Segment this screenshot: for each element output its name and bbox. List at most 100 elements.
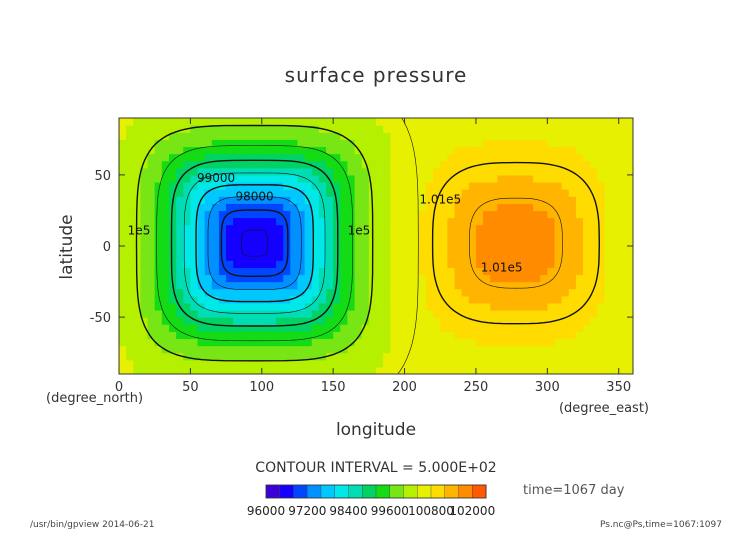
field-cell xyxy=(590,317,598,325)
field-cell xyxy=(168,260,177,268)
field-cell xyxy=(397,224,406,233)
field-cell xyxy=(318,160,327,169)
field-cell xyxy=(318,139,327,148)
field-cell xyxy=(368,132,377,140)
field-cell xyxy=(268,281,277,290)
field-cell xyxy=(604,281,613,290)
field-cell xyxy=(561,174,570,183)
field-cell xyxy=(411,274,420,283)
field-cell xyxy=(119,146,127,155)
field-cell xyxy=(140,167,149,176)
field-cell xyxy=(376,352,384,361)
field-cell xyxy=(119,231,127,240)
field-cell xyxy=(425,352,434,361)
field-cell xyxy=(119,302,127,311)
field-cell xyxy=(511,210,520,219)
field-cell xyxy=(197,118,206,126)
field-cell xyxy=(625,196,633,204)
field-cell xyxy=(397,352,406,361)
field-cell xyxy=(404,167,413,176)
field-cell xyxy=(518,260,527,268)
field-cell xyxy=(168,338,177,347)
field-cell xyxy=(218,302,227,311)
field-cell xyxy=(297,139,306,148)
field-cell xyxy=(425,366,434,374)
field-cell xyxy=(433,246,441,254)
field-cell xyxy=(511,281,520,290)
field-cell xyxy=(383,224,391,233)
field-cell xyxy=(168,174,177,183)
field-cell xyxy=(326,338,334,347)
field-cell xyxy=(276,352,284,361)
field-cell xyxy=(176,246,184,254)
field-cell xyxy=(226,125,234,133)
field-cell xyxy=(418,267,427,276)
field-cell xyxy=(347,359,356,368)
field-cell xyxy=(168,302,177,311)
field-cell xyxy=(475,167,484,176)
field-cell xyxy=(390,182,399,190)
field-cell xyxy=(418,359,427,368)
field-cell xyxy=(204,310,213,318)
field-cell xyxy=(261,331,270,340)
field-cell xyxy=(468,203,477,212)
field-cell xyxy=(590,224,598,233)
field-cell xyxy=(468,260,477,268)
field-cell xyxy=(233,366,241,374)
field-cell xyxy=(468,317,477,325)
field-cell xyxy=(404,224,413,233)
field-cell xyxy=(126,118,134,126)
field-cell xyxy=(390,118,399,126)
field-cell xyxy=(404,366,413,374)
field-cell xyxy=(361,317,370,325)
colorbar-swatch xyxy=(279,484,295,499)
field-cell xyxy=(326,366,334,374)
field-cell xyxy=(433,345,441,354)
x-tick-label: 100 xyxy=(249,380,274,395)
field-cell xyxy=(497,253,506,261)
field-cell xyxy=(140,210,149,219)
field-cell xyxy=(461,238,470,247)
field-cell xyxy=(276,238,284,247)
field-cell xyxy=(233,274,241,283)
field-cell xyxy=(361,345,370,354)
field-cell xyxy=(304,224,313,233)
field-cell xyxy=(261,359,270,368)
field-cell xyxy=(276,274,284,283)
field-cell xyxy=(554,352,563,361)
field-cell xyxy=(411,281,420,290)
field-cell xyxy=(261,338,270,347)
field-cell xyxy=(568,260,577,268)
field-cell xyxy=(311,139,320,148)
field-cell xyxy=(561,203,570,212)
field-cell xyxy=(404,118,413,126)
field-cell xyxy=(597,366,606,374)
field-cell xyxy=(333,352,341,361)
field-cell xyxy=(140,132,149,140)
field-cell xyxy=(597,160,606,169)
field-cell xyxy=(518,224,527,233)
field-cell xyxy=(311,125,320,133)
field-cell xyxy=(140,366,149,374)
field-cell xyxy=(411,182,420,190)
field-cell xyxy=(176,317,184,325)
field-cell xyxy=(161,331,170,340)
field-cell xyxy=(618,196,627,204)
field-cell xyxy=(147,224,156,233)
field-cell xyxy=(618,260,627,268)
field-cell xyxy=(297,167,306,176)
field-cell xyxy=(611,167,620,176)
field-cell xyxy=(475,132,484,140)
field-cell xyxy=(547,146,556,155)
field-cell xyxy=(554,139,563,148)
field-cell xyxy=(276,224,284,233)
field-cell xyxy=(154,246,163,254)
field-cell xyxy=(354,246,363,254)
field-cell xyxy=(140,189,149,197)
field-cell xyxy=(554,302,563,311)
field-cell xyxy=(497,260,506,268)
field-cell xyxy=(161,288,170,297)
field-cell xyxy=(311,302,320,311)
field-cell xyxy=(361,253,370,261)
field-cell xyxy=(404,253,413,261)
